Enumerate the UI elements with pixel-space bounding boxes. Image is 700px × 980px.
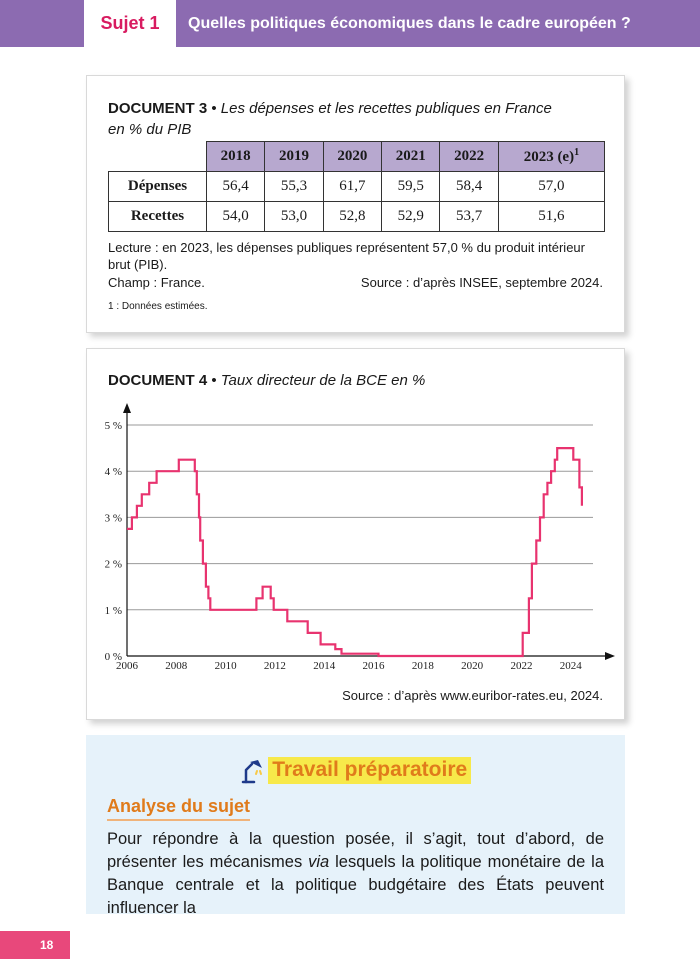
x-tick-label: 2018 (412, 660, 435, 672)
document-3-footnote: 1 : Données estimées. (108, 301, 208, 312)
analysis-subtitle: Analyse du sujet (107, 796, 251, 821)
preparatory-work-section: Travail préparatoire Analyse du sujet Po… (86, 735, 625, 917)
table-corner (108, 141, 207, 172)
document-3-label: DOCUMENT 3 (108, 100, 208, 117)
column-header-2023: 2023 (e)1 (497, 141, 606, 172)
column-header: 2018 (205, 141, 266, 172)
table-row: Recettes 54,0 53,0 52,8 52,9 53,7 51,6 (108, 201, 606, 232)
footnote-marker: 1 (574, 147, 580, 158)
table-cell: 52,8 (322, 201, 383, 232)
lecture-line2: brut (PIB). (108, 257, 168, 272)
document-3-title-line2: en % du PIB (108, 121, 192, 138)
x-tick-label: 2014 (313, 660, 336, 672)
y-tick-label: 4 % (105, 466, 122, 478)
analysis-text-italic: via (308, 853, 330, 871)
page-number: 18 (0, 931, 70, 959)
table-cell: 59,5 (381, 171, 441, 202)
lecture-line1: Lecture : en 2023, les dépenses publique… (108, 240, 585, 255)
table-cell: 55,3 (264, 171, 324, 202)
column-header-label: 2023 (e) (523, 149, 575, 165)
table-cell: 53,7 (439, 201, 499, 232)
rate-series-line (127, 447, 583, 658)
preparatory-work-title: Travail préparatoire (268, 757, 472, 784)
document-3-lecture: Lecture : en 2023, les dépenses publique… (108, 239, 608, 273)
x-tick-label: 2006 (116, 660, 139, 672)
column-header: 2021 (381, 141, 441, 172)
table-cell: 54,0 (205, 201, 266, 232)
row-header: Recettes (108, 201, 207, 232)
column-header: 2019 (264, 141, 324, 172)
x-tick-label: 2022 (510, 660, 532, 672)
column-header: 2020 (322, 141, 383, 172)
desk-lamp-icon (240, 758, 264, 784)
y-tick-label: 1 % (105, 605, 122, 617)
table-header-row: 2018 2019 2020 2021 2022 2023 (e)1 (108, 141, 606, 172)
column-header: 2022 (439, 141, 499, 172)
x-tick-label: 2024 (560, 660, 583, 672)
table-cell: 51,6 (497, 201, 606, 232)
document-3-champ: Champ : France. (108, 275, 205, 290)
document-3-title: DOCUMENT 3 • Les dépenses et les recette… (108, 100, 552, 138)
table-cell: 52,9 (381, 201, 441, 232)
x-tick-label: 2020 (461, 660, 484, 672)
ecb-rate-chart: 0 % 1 % 2 % 3 % 4 % 5 % 2006 2008 2010 2012 2014 20… (105, 403, 615, 672)
document-3-title-line1: Les dépenses et les recettes publiques e… (220, 100, 552, 117)
y-tick-label: 0 % (105, 651, 122, 663)
sujet-label: Sujet 1 (84, 0, 176, 47)
y-axis-arrow (123, 403, 131, 413)
analysis-paragraph: Pour répondre à la question posée, il s’… (107, 828, 604, 920)
document-4-label: DOCUMENT 4 (108, 372, 208, 389)
document-4-source: Source : d’après www.euribor-rates.eu, 2… (342, 688, 603, 703)
analysis-text-start: Pour répondre à la question posée, il s’… (107, 830, 604, 871)
document-3-card: DOCUMENT 3 • Les dépenses et les recette… (86, 75, 625, 333)
document-4-title: DOCUMENT 4 • Taux directeur de la BCE en… (108, 372, 426, 389)
y-tick-label: 5 % (105, 420, 122, 432)
document-4-title-text: Taux directeur de la BCE en % (220, 372, 426, 389)
page-header: Sujet 1 Quelles politiques économiques d… (0, 0, 700, 47)
row-header: Dépenses (108, 171, 207, 202)
x-tick-label: 2010 (215, 660, 238, 672)
document-4-card: DOCUMENT 4 • Taux directeur de la BCE en… (86, 348, 625, 720)
y-tick-label: 2 % (105, 559, 122, 571)
table-row: Dépenses 56,4 55,3 61,7 59,5 58,4 57,0 (108, 171, 606, 202)
table-cell: 61,7 (322, 171, 383, 202)
analysis-text-end: lesquels la politique monétaire de la Ba… (107, 853, 604, 917)
table-cell: 56,4 (205, 171, 266, 202)
x-axis-arrow (605, 652, 615, 660)
x-tick-label: 2008 (165, 660, 188, 672)
table-cell: 58,4 (439, 171, 499, 202)
document-3-source: Source : d’après INSEE, septembre 2024. (360, 275, 603, 290)
table-cell: 53,0 (264, 201, 324, 232)
x-tick-label: 2016 (363, 660, 386, 672)
subject-title: Quelles politiques économiques dans le c… (188, 14, 631, 32)
x-tick-label: 2012 (264, 660, 286, 672)
public-finance-table: 2018 2019 2020 2021 2022 2023 (e)1 Dépen… (108, 141, 606, 232)
y-tick-label: 3 % (105, 512, 122, 524)
preparatory-work-heading: Travail préparatoire (86, 757, 625, 784)
table-cell: 57,0 (497, 171, 606, 202)
